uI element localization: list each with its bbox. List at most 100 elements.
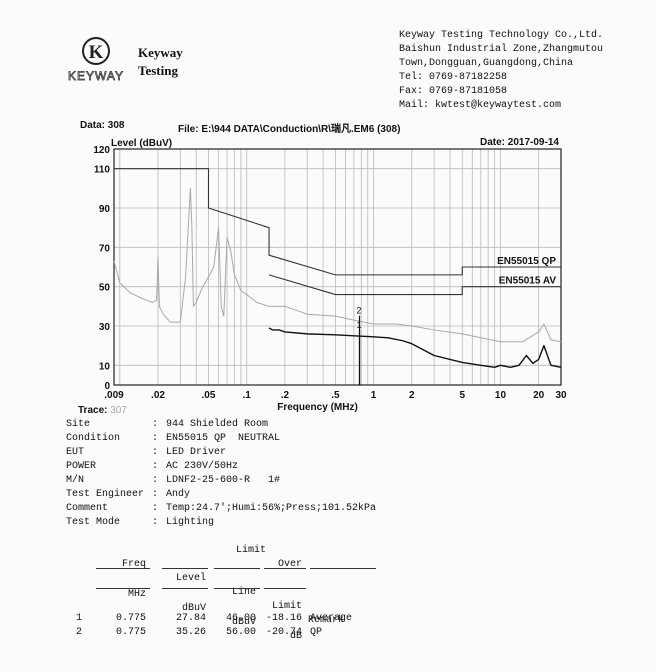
row-level: 35.26 bbox=[175, 627, 206, 638]
info-key: Test Engineer bbox=[66, 489, 145, 500]
info-row: POWER: AC 230V/50Hz bbox=[66, 461, 239, 472]
info-value: LDNF2-25-600-R 1# bbox=[166, 475, 281, 486]
row-number: 2 bbox=[75, 627, 82, 638]
company-fax: Fax: 0769-87181058 bbox=[399, 86, 508, 97]
x-tick-label: .05 bbox=[202, 390, 216, 401]
table-unit-separator bbox=[66, 588, 306, 590]
y-tick-label: 50 bbox=[99, 283, 111, 294]
y-tick-label: 90 bbox=[99, 204, 111, 215]
table-row: 2 0.775 35.26 56.00 -20.74 QP bbox=[66, 626, 322, 640]
info-key: Condition bbox=[66, 433, 121, 444]
row-line: 56.00 bbox=[225, 627, 256, 638]
x-tick-label: 1 bbox=[371, 390, 377, 401]
brand-subtitle: Testing bbox=[138, 63, 178, 78]
table-separator bbox=[66, 568, 376, 574]
x-tick-label: .009 bbox=[104, 390, 124, 401]
limit-label: EN55015 AV bbox=[499, 276, 557, 287]
info-row: Test Engineer: Andy bbox=[66, 489, 191, 500]
header-remark: Remark bbox=[308, 615, 345, 626]
trace-label: Trace: 307 bbox=[78, 405, 127, 416]
row-remark: QP bbox=[310, 627, 323, 638]
company-tel: Tel: 0769-87182258 bbox=[399, 72, 508, 83]
brand-name: Keyway bbox=[138, 45, 183, 60]
x-tick-label: .1 bbox=[243, 390, 252, 401]
unit-freq: MHz bbox=[127, 589, 146, 600]
file-path: File: E:\944 DATA\Conduction\R\瑞凡.EM6 (3… bbox=[178, 124, 401, 135]
row-remark: Average bbox=[310, 613, 353, 624]
y-tick-label: 110 bbox=[94, 165, 111, 176]
table-header-top: Limit Over bbox=[66, 530, 302, 570]
series-line bbox=[113, 187, 562, 343]
row-freq: 0.775 bbox=[115, 627, 146, 638]
info-key: M/N bbox=[66, 475, 85, 486]
row-over-limit: -20.74 bbox=[265, 627, 302, 638]
company-address-line: Town,Dongguan,Guangdong,China bbox=[399, 58, 574, 69]
x-tick-label: .5 bbox=[331, 390, 340, 401]
data-number: Data: 308 bbox=[80, 120, 125, 131]
table-row: 1 0.775 27.84 46.00 -18.16 Average bbox=[66, 612, 352, 626]
unit-line: dBuV bbox=[231, 617, 256, 628]
x-tick-label: 5 bbox=[459, 390, 465, 401]
keyway-logo: K KEYWAY bbox=[68, 37, 124, 83]
info-value: AC 230V/50Hz bbox=[166, 461, 239, 472]
y-tick-label: 120 bbox=[93, 145, 110, 156]
x-tick-label: 10 bbox=[495, 390, 507, 401]
company-address-line: Baishun Industrial Zone,Zhangmutou bbox=[399, 44, 604, 55]
header-over: Over bbox=[277, 559, 302, 570]
y-tick-label: 10 bbox=[99, 361, 111, 372]
test-info: Site:944 Shielded Room Condition: EN55015 … bbox=[66, 418, 376, 530]
row-number: 1 bbox=[75, 613, 82, 624]
row-line: 46.00 bbox=[225, 613, 256, 624]
limit-label: EN55015 QP bbox=[497, 256, 556, 267]
unit-level: dBuV bbox=[181, 603, 206, 614]
info-row: M/N: LDNF2-25-600-R 1# bbox=[66, 475, 281, 486]
y-tick-label: 70 bbox=[99, 243, 111, 254]
test-date: Date: 2017-09-14 bbox=[480, 137, 559, 148]
x-axis-label: Frequency (MHz) bbox=[277, 402, 358, 413]
x-tick-label: .02 bbox=[151, 390, 165, 401]
row-over-limit: -18.16 bbox=[265, 613, 302, 624]
header-limit: Limit bbox=[235, 545, 266, 556]
info-value: Lighting bbox=[166, 517, 215, 528]
series-line bbox=[268, 327, 562, 368]
info-key: Test Mode bbox=[66, 517, 121, 528]
row-freq: 0.775 bbox=[115, 613, 146, 624]
info-value: Andy bbox=[166, 489, 191, 500]
header-level: Level bbox=[175, 573, 206, 584]
row-level: 27.84 bbox=[175, 613, 206, 624]
info-row: Comment: Temp:24.7';Humi:56%;Press;101.52… bbox=[66, 503, 377, 514]
x-tick-label: 20 bbox=[533, 390, 545, 401]
info-key: POWER bbox=[66, 461, 97, 472]
table-header: Freq Level Line Limit Remark bbox=[66, 544, 344, 626]
x-tick-label: 2 bbox=[409, 390, 415, 401]
y-tick-label: 0 bbox=[104, 381, 110, 392]
trace-value: 307 bbox=[110, 405, 127, 416]
results-table: Limit Over Freq Level Line Limit Remark … bbox=[66, 530, 376, 642]
limit-line bbox=[114, 168, 561, 276]
company-name: Keyway Testing Technology Co.,Ltd. bbox=[399, 30, 604, 41]
svg-text:K: K bbox=[89, 42, 104, 63]
info-key: EUT bbox=[66, 447, 85, 458]
x-tick-label: 30 bbox=[555, 390, 567, 401]
info-row: Test Mode: Lighting bbox=[66, 517, 215, 528]
svg-text:KEYWAY: KEYWAY bbox=[68, 69, 124, 83]
info-row: Condition: EN55015 QP NEUTRAL bbox=[66, 433, 281, 444]
marker-label: 2 bbox=[357, 306, 362, 316]
y-tick-label: 30 bbox=[99, 322, 111, 333]
company-address-block: Keyway Testing Technology Co.,Ltd. Baish… bbox=[399, 29, 603, 113]
header-limit2: Limit bbox=[271, 601, 302, 612]
company-mail: Mail: kwtest@keywaytest.com bbox=[399, 100, 562, 111]
marker-label: 1 bbox=[357, 320, 362, 330]
header-freq: Freq bbox=[121, 559, 146, 570]
info-row: Site:944 Shielded Room bbox=[66, 419, 269, 430]
info-value: LED Driver bbox=[166, 447, 227, 458]
emission-chart: 0 10 30 50 70 90 110 120 .009 .02 .05 .1 .2 .5 1 2 5 10 20… bbox=[93, 138, 567, 413]
info-key: Comment bbox=[66, 503, 109, 514]
info-row: EUT: LED Driver bbox=[66, 447, 227, 458]
info-key: Site bbox=[66, 419, 91, 430]
x-tick-label: .2 bbox=[281, 390, 290, 401]
table-units: MHz dBuV dBuV dB bbox=[66, 574, 302, 642]
info-value: Temp:24.7';Humi:56%;Press;101.52kPa bbox=[166, 503, 377, 514]
info-value: EN55015 QP NEUTRAL bbox=[166, 433, 281, 444]
info-value: 944 Shielded Room bbox=[166, 419, 269, 430]
